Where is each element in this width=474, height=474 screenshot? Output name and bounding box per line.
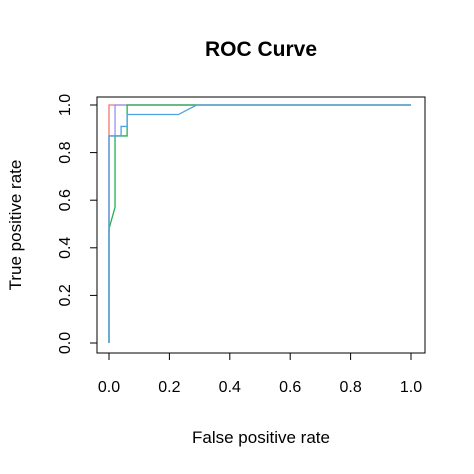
plot-area [108,104,411,343]
y-tick-label: 1.0 [57,94,74,116]
x-tick-label: 1.0 [400,379,422,396]
roc-series-line-1 [108,104,411,343]
x-tick-label: 0.4 [219,379,241,396]
plot-frame [96,96,426,354]
roc-series-line-3 [108,104,411,343]
x-axis-label: False positive rate [192,428,330,447]
y-tick-label: 0.6 [57,189,74,211]
y-axis-label: True positive rate [6,160,25,291]
y-tick-label: 0.4 [57,237,74,259]
y-tick-label: 0.2 [57,284,74,306]
x-tick-label: 0.8 [339,379,361,396]
x-axis: 0.0 0.2 0.4 0.6 0.8 1.0 [98,352,422,396]
x-tick-label: 0.2 [158,379,180,396]
chart-title: ROC Curve [205,38,317,61]
roc-series-line-2 [108,104,411,343]
x-tick-label: 0.6 [279,379,301,396]
y-axis: 0.0 0.2 0.4 0.6 0.8 1.0 [57,94,98,354]
y-tick-label: 0.8 [57,141,74,163]
y-tick-label: 0.0 [57,332,74,354]
roc-series-line-4 [108,104,411,343]
x-tick-label: 0.0 [98,379,120,396]
